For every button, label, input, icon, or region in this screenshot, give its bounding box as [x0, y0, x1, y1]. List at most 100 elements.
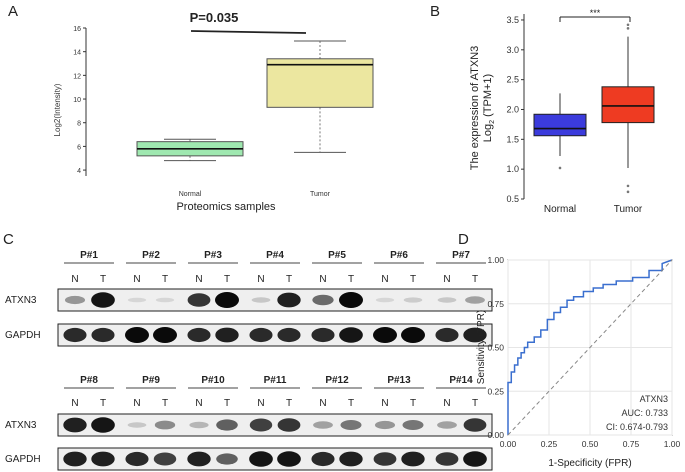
blot-band	[311, 327, 335, 343]
panel-a-y-tick-label: 16	[73, 26, 81, 33]
lane-label-n: N	[195, 398, 202, 409]
roc-x-axis-label: 1-Specificity (FPR)	[548, 458, 631, 469]
lane-label-t: T	[410, 398, 416, 409]
lane-label-n: N	[257, 398, 264, 409]
panel-b-y-tick-label: 3.0	[506, 45, 519, 55]
lane-label-t: T	[348, 274, 354, 285]
roc-x-tick-label: 0.25	[541, 439, 558, 449]
patient-label: P#2	[142, 250, 160, 261]
lane-label-t: T	[472, 274, 478, 285]
blot-band	[91, 327, 115, 343]
roc-x-tick-label: 1.00	[664, 439, 681, 449]
blot-band	[63, 451, 87, 467]
panel-c: C P#1 N T P#2 N T P#3 N T P#4 N T P#5 N T P#6 N T P#7 N T ATX…	[3, 231, 493, 471]
patient-label: P#9	[142, 375, 160, 386]
blot-band	[465, 296, 485, 304]
blot-band	[401, 327, 425, 343]
blot-band	[125, 327, 149, 343]
patient-label: P#13	[387, 375, 411, 386]
blot-band	[313, 421, 333, 429]
lane-label-n: N	[195, 274, 202, 285]
roc-chance-line	[507, 259, 673, 436]
roc-x-tick-label: 0.75	[623, 439, 640, 449]
blot-row-2: P#8 N T P#9 N T P#10 N T P#11 N T P#12 N T P#13 N T P#14 N T…	[5, 375, 493, 471]
blot-band	[187, 451, 211, 467]
panel-b-tumor-outlier	[626, 184, 630, 188]
blot-band	[373, 327, 397, 343]
lane-label-t: T	[286, 274, 292, 285]
panel-b-y-axis-label-line1: The expression of ATXN3	[469, 46, 481, 171]
panel-a-y-tick-label: 10	[73, 97, 81, 104]
panel-a-x-tick-tumor: Tumor	[310, 191, 331, 198]
panel-a-x-tick-normal: Normal	[179, 191, 202, 198]
panel-b-y-tick-label: 3.5	[506, 15, 519, 25]
panel-c-letter: C	[3, 231, 14, 248]
blot-band	[311, 451, 335, 467]
lane-label-t: T	[162, 398, 168, 409]
panel-b-tumor-outlier	[626, 27, 630, 30]
blot-band	[187, 327, 211, 343]
p-value-label: P=0.035	[190, 10, 239, 25]
blot-row-1: P#1 N T P#2 N T P#3 N T P#4 N T P#5 N T P#6 N T P#7 N T ATXN3…	[5, 250, 493, 347]
patient-label: P#8	[80, 375, 98, 386]
blot-band	[463, 418, 487, 432]
roc-y-axis-label: Sensitivity (TPR)	[476, 310, 487, 384]
blot-band	[339, 292, 363, 308]
roc-y-tick-label: 1.00	[487, 255, 504, 265]
blot-band	[155, 297, 175, 303]
patient-label: P#11	[264, 375, 287, 386]
panel-a-y-axis-label: Log2(Intensity)	[53, 83, 62, 136]
panel-a-tumor-box	[266, 58, 374, 108]
blot-band	[403, 297, 423, 303]
blot-band	[63, 417, 87, 433]
blot-band	[463, 451, 487, 467]
blot-band	[91, 451, 115, 467]
blot-band	[277, 327, 301, 343]
blot-band	[339, 327, 363, 343]
blot-band	[187, 293, 211, 307]
blot-label-gapdh: GAPDH	[5, 454, 41, 465]
panel-b-y-tick-label: 1.0	[506, 164, 519, 174]
lane-label-n: N	[443, 274, 450, 285]
blot-band	[375, 297, 395, 303]
lane-label-t: T	[162, 274, 168, 285]
lane-label-n: N	[443, 398, 450, 409]
panel-b-y-tick-label: 2.0	[506, 104, 519, 114]
significance-line	[190, 30, 307, 34]
blot-band	[249, 451, 273, 467]
blot-band	[435, 452, 459, 466]
panel-b-normal-outlier	[558, 166, 562, 170]
blot-band	[401, 451, 425, 467]
blot-band	[437, 421, 457, 429]
blot-band	[127, 297, 147, 303]
panel-b-tumor-outlier	[626, 190, 630, 194]
panel-b-y-tick-label: 2.5	[506, 75, 519, 85]
blot-band	[249, 327, 273, 343]
panel-a-plot-area	[136, 40, 374, 162]
blot-band	[402, 420, 424, 430]
lane-label-t: T	[472, 398, 478, 409]
lane-label-n: N	[319, 274, 326, 285]
panel-a-y-ticks: 4 6 8 10 12 14 16	[73, 26, 86, 175]
blot-band	[153, 452, 177, 466]
blot-strip-atxn3	[57, 413, 493, 437]
lane-label-t: T	[286, 398, 292, 409]
blot-label-gapdh: GAPDH	[5, 330, 41, 341]
lane-label-t: T	[348, 398, 354, 409]
blot-band	[249, 418, 273, 432]
blot-band	[374, 420, 396, 430]
lane-label-n: N	[381, 398, 388, 409]
lane-label-n: N	[133, 274, 140, 285]
panel-b-x-tick-tumor: Tumor	[614, 204, 643, 215]
blot-band	[91, 417, 115, 433]
blot-band	[312, 294, 334, 306]
roc-auc: AUC: 0.733	[621, 408, 668, 418]
panel-b-plot-area	[533, 23, 655, 194]
panel-b-letter: B	[430, 3, 440, 20]
roc-y-tick-label: 0.25	[487, 386, 504, 396]
blot-band	[64, 295, 86, 305]
blot-band	[125, 451, 149, 467]
panel-a-y-tick-label: 8	[77, 121, 81, 128]
roc-y-tick-label: 0.75	[487, 299, 504, 309]
lane-label-n: N	[71, 274, 78, 285]
